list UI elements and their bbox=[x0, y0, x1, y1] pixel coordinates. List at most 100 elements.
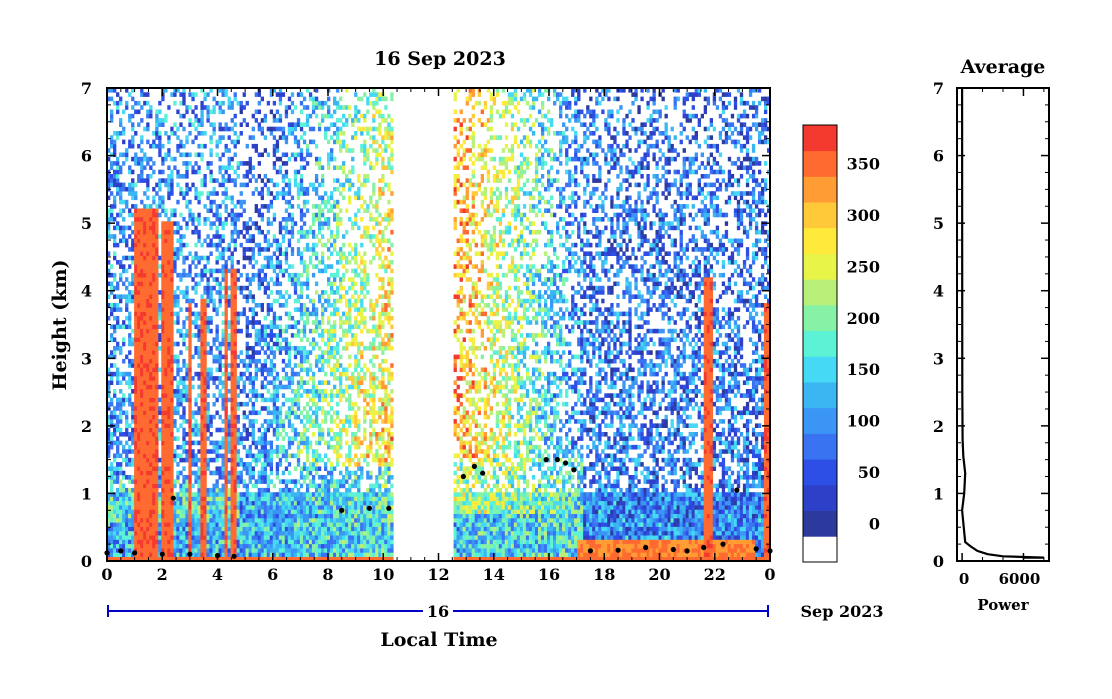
heatmap-cell bbox=[266, 191, 271, 196]
heatmap-cell bbox=[263, 272, 268, 278]
heatmap-cell bbox=[143, 324, 147, 330]
heatmap-cell bbox=[221, 492, 225, 497]
heatmap-cell bbox=[188, 337, 192, 342]
heatmap-cell bbox=[140, 496, 144, 502]
heatmap-cell bbox=[314, 96, 319, 102]
heatmap-cell bbox=[293, 496, 298, 502]
heatmap-cell bbox=[257, 242, 261, 248]
heatmap-cell bbox=[185, 294, 189, 299]
heatmap-cell bbox=[140, 483, 144, 489]
heatmap-cell bbox=[212, 470, 216, 476]
heatmap-cell bbox=[266, 247, 271, 252]
heatmap-cell bbox=[164, 113, 168, 119]
heatmap-cell bbox=[287, 122, 292, 127]
heatmap-cell bbox=[311, 453, 316, 459]
heatmap-cell bbox=[302, 406, 307, 411]
heatmap-cell bbox=[323, 466, 328, 471]
heatmap-cell bbox=[260, 397, 265, 403]
heatmap-cell bbox=[323, 135, 328, 140]
heatmap-cell bbox=[263, 548, 268, 553]
heatmap-cell bbox=[176, 311, 180, 317]
heatmap-cell bbox=[266, 462, 271, 467]
heatmap-cell bbox=[146, 505, 150, 510]
heatmap-cell bbox=[125, 462, 129, 467]
heatmap-cell bbox=[155, 436, 159, 441]
heatmap-cell bbox=[308, 513, 313, 519]
heatmap-cell bbox=[230, 100, 234, 106]
heatmap-cell bbox=[149, 285, 153, 291]
heatmap-cell bbox=[134, 432, 138, 437]
heatmap-cell bbox=[251, 423, 255, 428]
heatmap-cell bbox=[287, 182, 292, 188]
heatmap-cell bbox=[110, 354, 114, 360]
heatmap-cell bbox=[224, 92, 228, 97]
heatmap-cell bbox=[128, 505, 132, 510]
heatmap-cell bbox=[311, 247, 316, 252]
heatmap-cell bbox=[146, 294, 150, 299]
heatmap-cell bbox=[119, 225, 123, 231]
heatmap-cell bbox=[218, 122, 222, 127]
heatmap-cell bbox=[161, 363, 165, 368]
heatmap-cell bbox=[203, 303, 207, 308]
heatmap-cell bbox=[266, 509, 271, 514]
heatmap-cell bbox=[272, 165, 277, 170]
heatmap-cell bbox=[155, 543, 159, 549]
heatmap-cell bbox=[218, 505, 222, 510]
heatmap-cell bbox=[236, 548, 240, 553]
heatmap-cell bbox=[284, 191, 289, 196]
heatmap-cell bbox=[131, 389, 135, 394]
heatmap-cell bbox=[293, 556, 298, 562]
heatmap-cell bbox=[215, 543, 219, 549]
heatmap-cell bbox=[296, 518, 301, 523]
heatmap-cell bbox=[173, 548, 177, 553]
heatmap-cell bbox=[272, 148, 277, 153]
heatmap-cell bbox=[182, 255, 186, 261]
heatmap-cell bbox=[140, 242, 144, 248]
heatmap-cell bbox=[197, 552, 201, 557]
heatmap-cell bbox=[242, 427, 246, 433]
heatmap-cell bbox=[155, 423, 159, 428]
heatmap-cell bbox=[275, 242, 280, 248]
heatmap-cell bbox=[128, 371, 132, 377]
heatmap-cell bbox=[296, 548, 301, 553]
heatmap-cell bbox=[209, 225, 213, 231]
heatmap-cell bbox=[167, 401, 171, 407]
heatmap-cell bbox=[266, 242, 271, 248]
heatmap-cell bbox=[263, 457, 268, 463]
heatmap-cell bbox=[152, 281, 156, 287]
heatmap-cell bbox=[302, 432, 307, 437]
heatmap-cell bbox=[158, 410, 162, 416]
heatmap-cell bbox=[224, 406, 228, 411]
heatmap-cell bbox=[164, 466, 168, 471]
heatmap-cell bbox=[314, 384, 319, 390]
heatmap-cell bbox=[110, 530, 114, 536]
heatmap-cell bbox=[305, 513, 310, 519]
heatmap-cell bbox=[257, 552, 261, 557]
heatmap-cell bbox=[224, 487, 228, 493]
heatmap-cell bbox=[221, 483, 225, 489]
heatmap-cell bbox=[161, 346, 165, 351]
heatmap-cell bbox=[314, 311, 319, 317]
heatmap-cell bbox=[236, 457, 240, 463]
heatmap-cell bbox=[221, 354, 225, 360]
heatmap-cell bbox=[224, 363, 228, 368]
heatmap-cell bbox=[125, 548, 129, 553]
heatmap-cell bbox=[188, 315, 192, 321]
heatmap-cell bbox=[167, 535, 171, 540]
heatmap-cell bbox=[152, 457, 156, 463]
heatmap-cell bbox=[317, 556, 322, 562]
heatmap-cell bbox=[233, 354, 237, 360]
heatmap-cell bbox=[275, 389, 280, 394]
heatmap-cell bbox=[314, 174, 319, 179]
heatmap-cell bbox=[146, 419, 150, 424]
heatmap-cell bbox=[314, 191, 319, 196]
heatmap-cell bbox=[233, 384, 237, 390]
heatmap-cell bbox=[164, 509, 168, 514]
heatmap-cell bbox=[182, 113, 186, 119]
heatmap-cell bbox=[203, 363, 207, 368]
heatmap-cell bbox=[230, 518, 234, 523]
heatmap-cell bbox=[254, 143, 258, 149]
heatmap-cell bbox=[269, 397, 274, 403]
heatmap-cell bbox=[296, 333, 301, 338]
heatmap-cell bbox=[317, 552, 322, 557]
